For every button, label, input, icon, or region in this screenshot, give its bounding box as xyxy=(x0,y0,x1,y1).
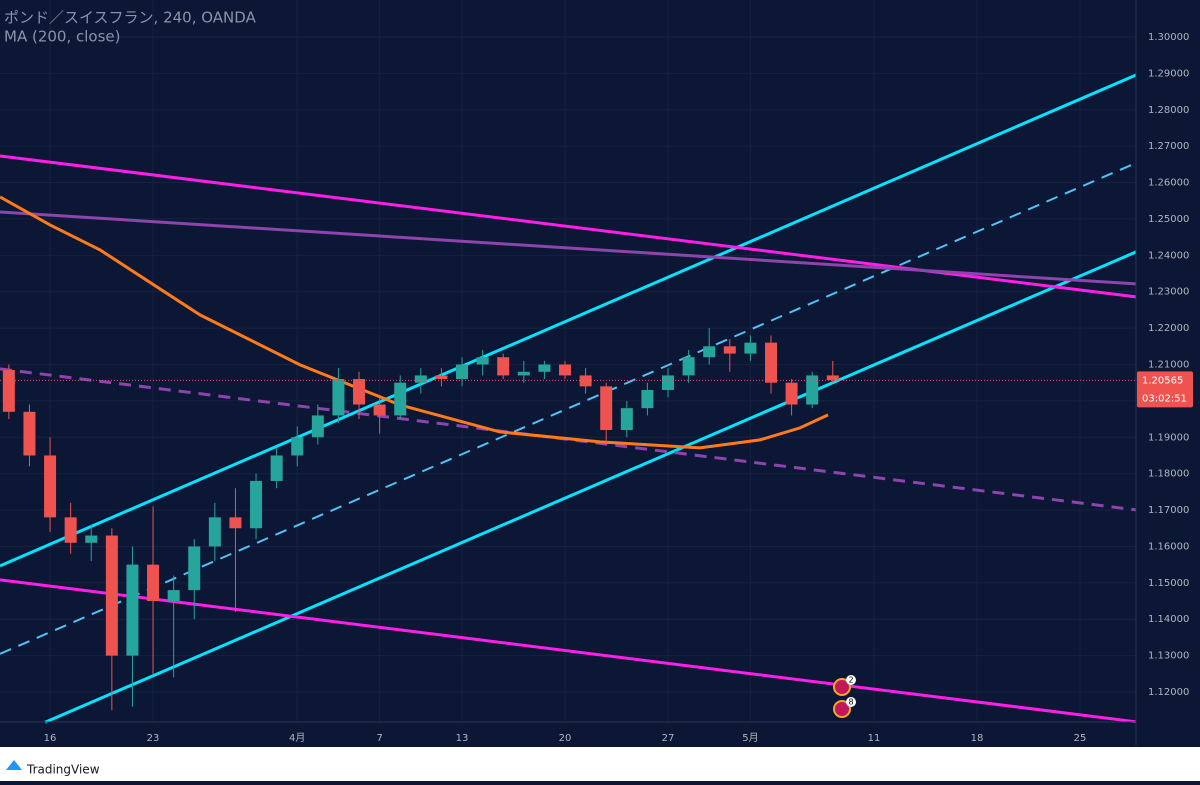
candle-body xyxy=(2,369,15,412)
candle-body xyxy=(764,342,777,383)
y-tick-label: 1.17000 xyxy=(1148,505,1189,516)
candle-body xyxy=(353,379,366,405)
footer xyxy=(0,747,1200,781)
y-tick-label: 1.14000 xyxy=(1148,614,1189,625)
event-badge xyxy=(846,697,856,707)
y-tick-label: 1.29000 xyxy=(1148,68,1189,79)
y-tick-label: 1.15000 xyxy=(1148,578,1189,589)
indicator-label: MA (200, close) xyxy=(4,28,120,46)
trend-line xyxy=(0,73,1137,568)
trend-line xyxy=(44,250,1137,724)
candle-body xyxy=(229,517,242,529)
y-tick-label: 1.30000 xyxy=(1148,32,1189,43)
candle-body xyxy=(208,517,221,547)
candle-body xyxy=(682,357,695,376)
x-tick-label: 4月 xyxy=(289,732,305,744)
candle-body xyxy=(806,375,819,405)
candle-body xyxy=(167,590,180,602)
x-tick-label: 16 xyxy=(44,733,57,744)
x-tick-label: 5月 xyxy=(742,732,758,744)
candle-body xyxy=(126,564,139,656)
candle-body xyxy=(373,404,386,416)
x-tick-label: 13 xyxy=(456,733,469,744)
candle-body xyxy=(291,437,304,456)
candle-body xyxy=(414,375,427,383)
candle-body xyxy=(105,535,118,656)
last-price-badge xyxy=(1137,371,1193,408)
candle-body xyxy=(641,389,654,409)
y-tick-label: 1.13000 xyxy=(1148,651,1189,662)
y-tick-label: 1.22000 xyxy=(1148,323,1189,334)
trend-line xyxy=(0,210,1137,286)
candle-body xyxy=(147,564,160,602)
event-badge xyxy=(846,675,856,685)
trend-line xyxy=(0,578,1137,724)
x-tick-label: 7 xyxy=(376,733,382,744)
candle-body xyxy=(456,364,469,380)
x-tick-label: 11 xyxy=(868,733,881,744)
x-tick-label: 18 xyxy=(971,733,984,744)
candle-body xyxy=(703,346,716,358)
candle-body xyxy=(517,371,530,376)
y-tick-label: 1.23000 xyxy=(1148,287,1189,298)
candle-body xyxy=(744,342,757,354)
candle-body xyxy=(64,517,77,543)
x-tick-label: 25 xyxy=(1074,733,1087,744)
candle-body xyxy=(723,346,736,354)
event-icon xyxy=(833,678,851,696)
y-tick-label: 1.24000 xyxy=(1148,250,1189,261)
event-icon xyxy=(833,700,851,718)
candle-body xyxy=(394,382,407,416)
y-tick-label: 1.12000 xyxy=(1148,687,1189,698)
logo xyxy=(6,760,22,770)
x-tick-label: 23 xyxy=(147,733,160,744)
candle-body xyxy=(332,379,345,416)
candle-body xyxy=(538,364,551,372)
candle-body xyxy=(44,455,57,518)
candle-body xyxy=(826,375,839,381)
x-tick-label: 27 xyxy=(662,733,675,744)
countdown: 03:02:51 xyxy=(1142,393,1187,404)
candle-body xyxy=(662,375,675,390)
y-tick-label: 1.25000 xyxy=(1148,214,1189,225)
event-count: 8 xyxy=(848,698,853,707)
last-price-label: 1.20565 xyxy=(1142,375,1183,386)
candle-body xyxy=(579,375,592,387)
y-tick-label: 1.27000 xyxy=(1148,141,1189,152)
y-tick-label: 1.18000 xyxy=(1148,469,1189,480)
trend-line xyxy=(0,367,1137,512)
candle-body xyxy=(250,480,263,529)
candle-body xyxy=(476,357,489,365)
brand: TradingView xyxy=(26,763,100,777)
candle-body xyxy=(620,408,633,430)
moving-average xyxy=(0,195,829,450)
y-tick-label: 1.16000 xyxy=(1148,541,1189,552)
event-count: 2 xyxy=(848,676,853,685)
candle-body xyxy=(188,546,201,591)
candle-body xyxy=(270,455,283,481)
y-tick-label: 1.21000 xyxy=(1148,359,1189,370)
y-tick-label: 1.28000 xyxy=(1148,105,1189,116)
candle-body xyxy=(559,364,572,376)
candle-body xyxy=(435,375,448,380)
y-tick-label: 1.19000 xyxy=(1148,432,1189,443)
y-tick-label: 1.26000 xyxy=(1148,178,1189,189)
x-tick-label: 20 xyxy=(559,733,572,744)
candle-body xyxy=(85,535,98,543)
candle-body xyxy=(497,357,510,376)
candle-body xyxy=(311,415,324,438)
candle-body xyxy=(785,382,798,405)
candle-body xyxy=(23,411,36,456)
candle-body xyxy=(600,386,613,430)
chart-title: ポンド／スイスフラン, 240, OANDA xyxy=(4,9,257,27)
